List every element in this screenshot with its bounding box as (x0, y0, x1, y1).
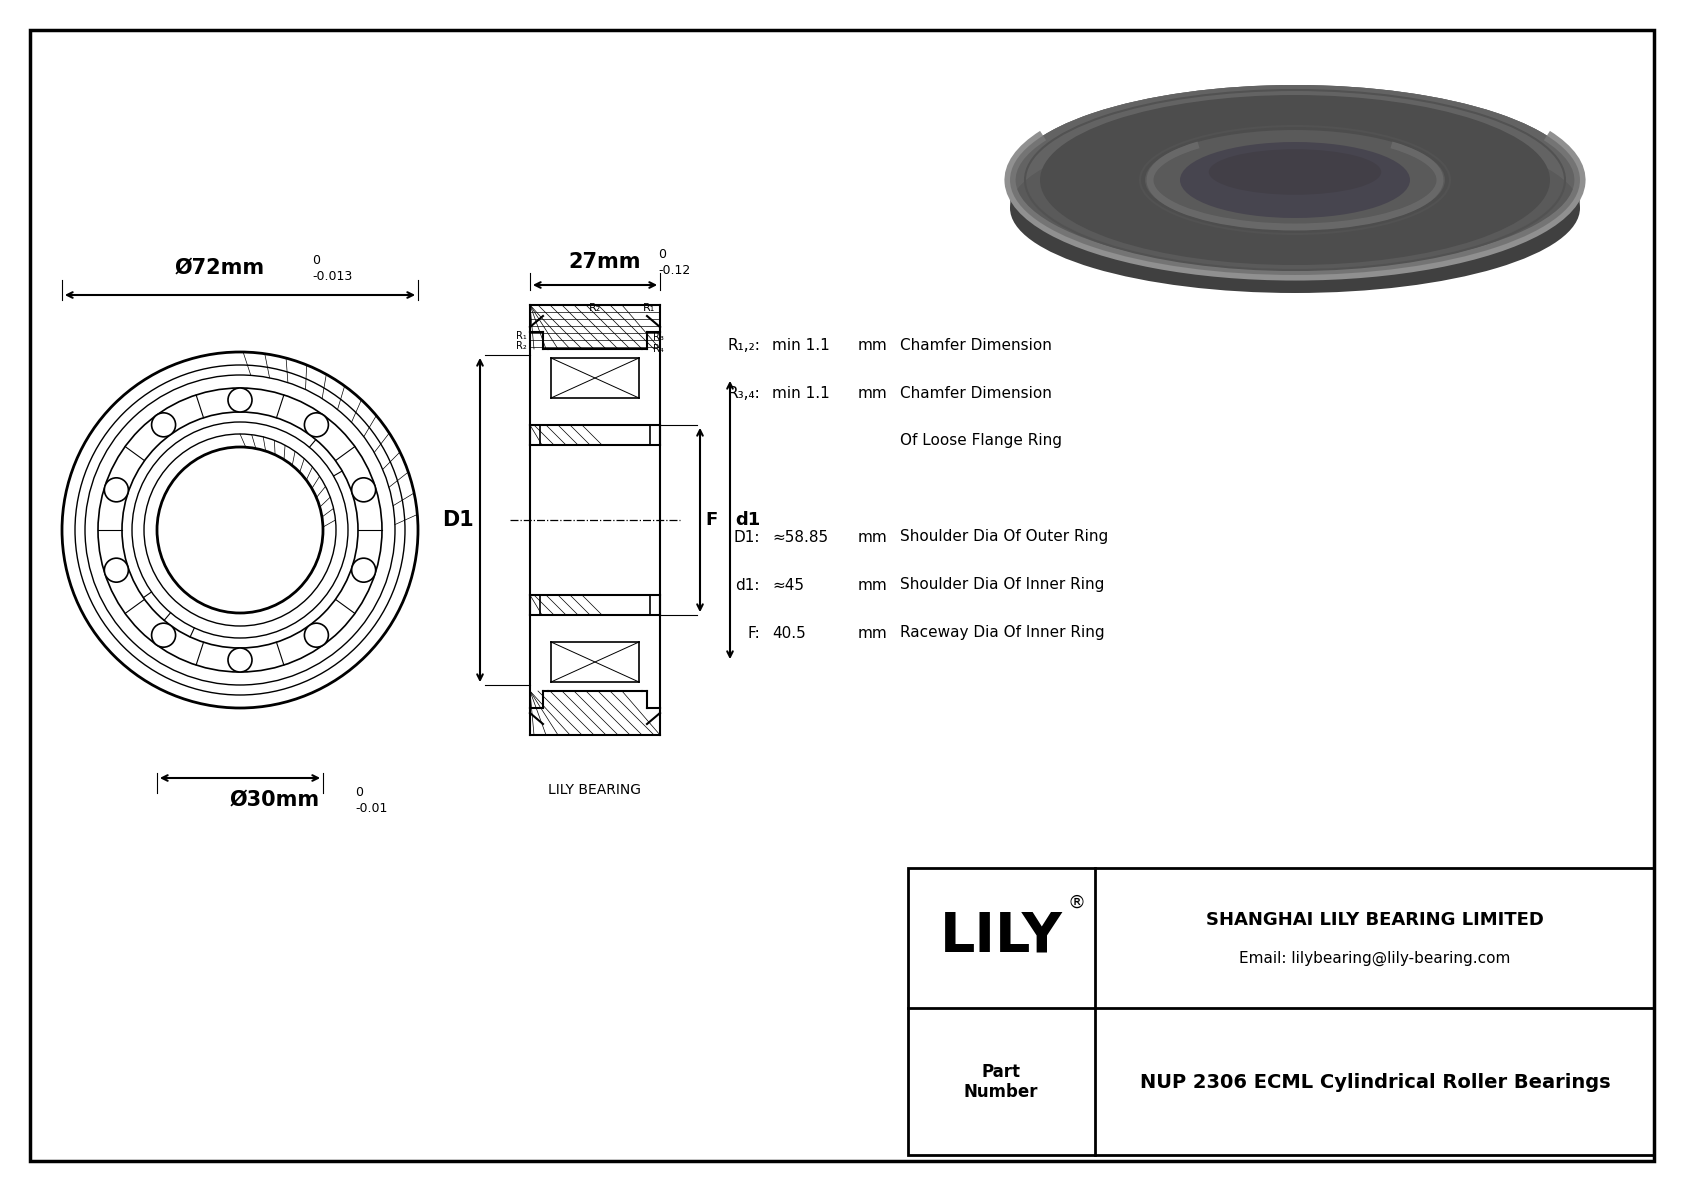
Circle shape (352, 478, 376, 501)
Text: Shoulder Dia Of Inner Ring: Shoulder Dia Of Inner Ring (899, 578, 1105, 592)
Text: 40.5: 40.5 (771, 625, 805, 641)
Text: mm: mm (859, 337, 887, 353)
Text: Shoulder Dia Of Outer Ring: Shoulder Dia Of Outer Ring (899, 530, 1108, 544)
Text: R₄: R₄ (653, 344, 663, 354)
Circle shape (104, 478, 128, 501)
Text: -0.12: -0.12 (658, 263, 690, 276)
Ellipse shape (1145, 130, 1445, 230)
Text: mm: mm (859, 386, 887, 400)
Text: d1: d1 (734, 511, 759, 529)
Text: LILY: LILY (940, 910, 1063, 964)
Circle shape (104, 559, 128, 582)
Ellipse shape (1209, 149, 1381, 195)
Polygon shape (1010, 123, 1580, 275)
Bar (908, 868, 1654, 1155)
Text: D1: D1 (443, 510, 473, 530)
Text: Email: lilybearing@lily-bearing.com: Email: lilybearing@lily-bearing.com (1239, 950, 1511, 966)
Text: -0.013: -0.013 (312, 269, 352, 282)
Text: 27mm: 27mm (569, 252, 642, 272)
Text: R₃: R₃ (653, 332, 663, 342)
Text: Ø72mm: Ø72mm (175, 258, 264, 278)
Text: ≈58.85: ≈58.85 (771, 530, 829, 544)
Text: mm: mm (859, 530, 887, 544)
Text: Chamfer Dimension: Chamfer Dimension (899, 386, 1052, 400)
Text: F: F (706, 511, 717, 529)
Text: ®: ® (1068, 894, 1084, 912)
Text: mm: mm (859, 625, 887, 641)
Ellipse shape (1041, 95, 1549, 266)
Text: 0: 0 (658, 249, 665, 262)
Text: 0: 0 (355, 786, 364, 799)
Text: LILY BEARING: LILY BEARING (549, 782, 642, 797)
Ellipse shape (1180, 142, 1410, 218)
Polygon shape (1010, 85, 1580, 208)
Text: Part
Number: Part Number (963, 1062, 1039, 1102)
Text: SHANGHAI LILY BEARING LIMITED: SHANGHAI LILY BEARING LIMITED (1206, 911, 1544, 929)
Circle shape (227, 388, 253, 412)
Ellipse shape (1010, 123, 1580, 293)
Text: R₁,₂:: R₁,₂: (727, 337, 759, 353)
Circle shape (152, 623, 175, 647)
Circle shape (305, 623, 328, 647)
Text: R₂: R₂ (517, 341, 527, 351)
Text: ≈45: ≈45 (771, 578, 803, 592)
Circle shape (352, 559, 376, 582)
Text: mm: mm (859, 578, 887, 592)
Text: 0: 0 (312, 255, 320, 268)
Text: D1:: D1: (734, 530, 759, 544)
Text: min 1.1: min 1.1 (771, 337, 830, 353)
Text: d1:: d1: (736, 578, 759, 592)
Ellipse shape (1010, 85, 1580, 275)
Text: Ø30mm: Ø30mm (231, 790, 320, 810)
Text: -0.01: -0.01 (355, 802, 387, 815)
Text: Raceway Dia Of Inner Ring: Raceway Dia Of Inner Ring (899, 625, 1105, 641)
Text: F:: F: (748, 625, 759, 641)
Text: Of Loose Flange Ring: Of Loose Flange Ring (899, 434, 1063, 449)
Text: Chamfer Dimension: Chamfer Dimension (899, 337, 1052, 353)
Text: R₁: R₁ (643, 303, 655, 313)
Ellipse shape (1010, 85, 1580, 275)
Text: R₁: R₁ (517, 331, 527, 341)
Text: NUP 2306 ECML Cylindrical Roller Bearings: NUP 2306 ECML Cylindrical Roller Bearing… (1140, 1073, 1610, 1091)
Text: R₃,₄:: R₃,₄: (727, 386, 759, 400)
Circle shape (152, 413, 175, 437)
Text: R₂: R₂ (589, 303, 601, 313)
Text: min 1.1: min 1.1 (771, 386, 830, 400)
Circle shape (305, 413, 328, 437)
Circle shape (227, 648, 253, 672)
